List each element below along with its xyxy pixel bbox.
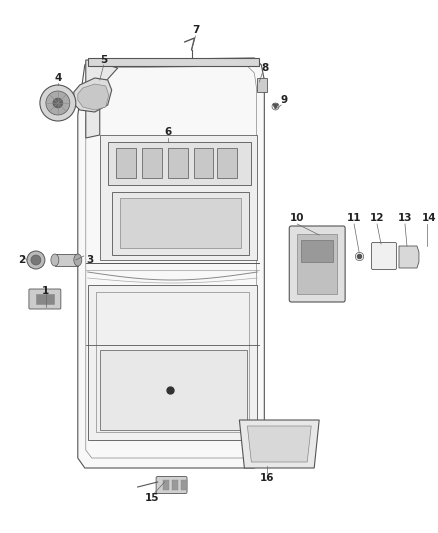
Bar: [301, 240, 333, 262]
Bar: [88, 58, 259, 66]
Circle shape: [46, 91, 70, 115]
Text: 3: 3: [86, 255, 93, 265]
Polygon shape: [247, 426, 311, 462]
Bar: [297, 234, 337, 294]
Ellipse shape: [74, 254, 82, 266]
Bar: [116, 148, 136, 178]
FancyBboxPatch shape: [156, 477, 187, 494]
Text: 12: 12: [370, 213, 384, 223]
Bar: [194, 148, 213, 178]
Bar: [180, 480, 187, 490]
Text: 9: 9: [281, 95, 288, 105]
Text: 7: 7: [192, 25, 199, 35]
Text: 15: 15: [145, 493, 159, 503]
FancyBboxPatch shape: [289, 226, 345, 302]
Polygon shape: [399, 246, 419, 268]
Text: 16: 16: [260, 473, 275, 483]
Circle shape: [53, 98, 63, 108]
Bar: [168, 148, 187, 178]
Polygon shape: [55, 254, 78, 266]
Bar: [258, 78, 267, 92]
Bar: [162, 480, 169, 490]
FancyBboxPatch shape: [371, 243, 396, 270]
Text: 8: 8: [261, 63, 269, 73]
Polygon shape: [86, 60, 118, 138]
Polygon shape: [78, 84, 109, 110]
Text: 4: 4: [54, 73, 62, 83]
Text: 1: 1: [42, 286, 49, 296]
Bar: [217, 148, 237, 178]
Text: 6: 6: [164, 127, 171, 137]
Polygon shape: [112, 192, 249, 255]
Text: 5: 5: [100, 55, 107, 65]
Circle shape: [27, 251, 45, 269]
Bar: [141, 148, 162, 178]
FancyBboxPatch shape: [29, 289, 61, 309]
Polygon shape: [120, 198, 241, 248]
Circle shape: [31, 255, 41, 265]
Polygon shape: [88, 285, 258, 440]
Text: 2: 2: [18, 255, 25, 265]
Polygon shape: [78, 58, 264, 468]
Circle shape: [40, 85, 76, 121]
Ellipse shape: [51, 254, 59, 266]
Polygon shape: [74, 78, 112, 112]
Text: 11: 11: [347, 213, 361, 223]
Polygon shape: [240, 420, 319, 468]
Text: 10: 10: [290, 213, 304, 223]
Polygon shape: [108, 142, 251, 185]
Text: 14: 14: [422, 213, 436, 223]
Bar: [36, 294, 54, 304]
Bar: [172, 480, 177, 490]
Polygon shape: [100, 350, 247, 430]
Text: 13: 13: [398, 213, 412, 223]
Polygon shape: [100, 135, 258, 260]
